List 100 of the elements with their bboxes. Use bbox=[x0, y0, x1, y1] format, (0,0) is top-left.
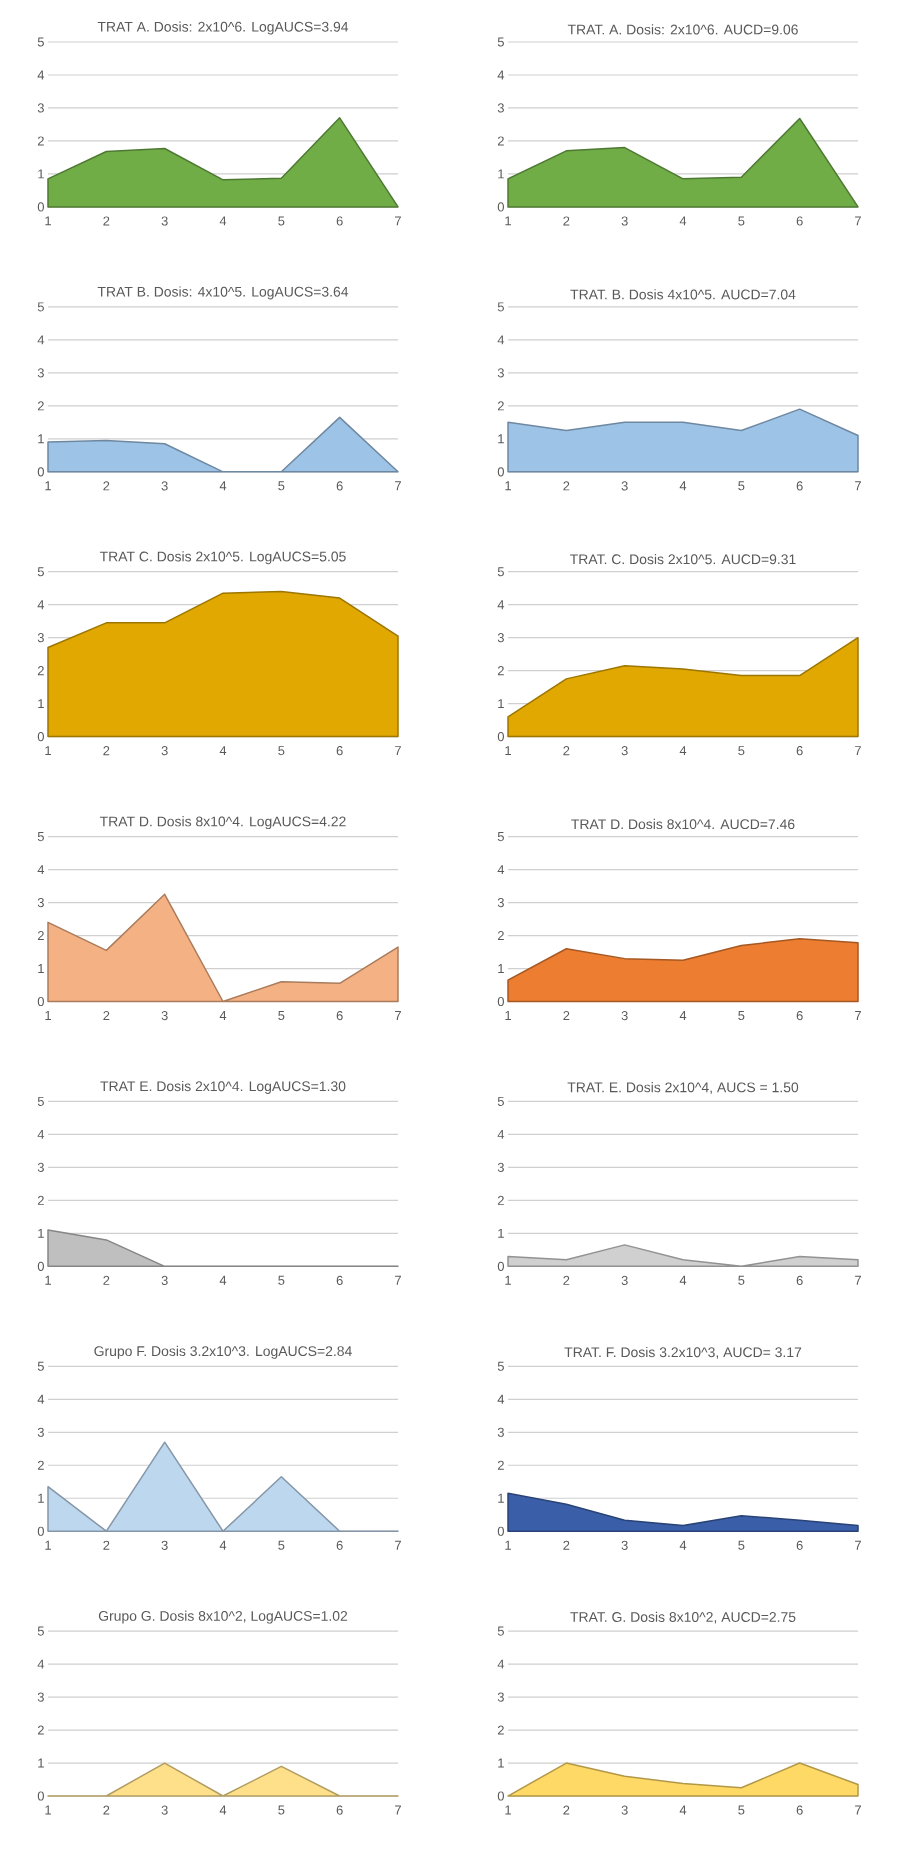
y-tick-label: 2 bbox=[497, 401, 504, 411]
x-tick-label: 3 bbox=[161, 746, 168, 756]
y-tick-label: 5 bbox=[497, 302, 504, 312]
y-tick-label: 1 bbox=[498, 699, 504, 709]
y-tick-label: 3 bbox=[497, 368, 504, 378]
chart-title: Grupo F. Dosis 3.2x10^3. LogAUCS=2.84 bbox=[94, 1345, 352, 1359]
x-tick-label: 6 bbox=[336, 746, 343, 756]
chart-title: TRAT A. Dosis: 2x10^6. LogAUCS=3.94 bbox=[97, 21, 349, 35]
y-tick-label: 0 bbox=[497, 1526, 504, 1536]
x-tick-label: 3 bbox=[621, 481, 628, 491]
y-tick-label: 1 bbox=[38, 1228, 44, 1238]
x-tick-label: 2 bbox=[563, 1275, 570, 1285]
y-tick-label: 0 bbox=[37, 732, 44, 742]
x-tick-label: 2 bbox=[103, 1540, 110, 1550]
x-tick-label: 5 bbox=[278, 1540, 285, 1550]
y-tick-label: 3 bbox=[37, 103, 44, 113]
chart-title: TRAT. A. Dosis: 2x10^6. AUCD=9.06 bbox=[567, 24, 798, 35]
y-tick-label: 1 bbox=[38, 699, 44, 709]
x-tick-label: 4 bbox=[219, 216, 227, 226]
chart-title: TRAT E. Dosis 2x10^4. LogAUCS=1.30 bbox=[100, 1080, 346, 1094]
x-tick-label: 7 bbox=[855, 481, 861, 491]
x-tick-label: 5 bbox=[278, 216, 285, 226]
x-tick-label: 5 bbox=[738, 216, 745, 226]
y-tick-label: 5 bbox=[497, 37, 504, 47]
y-tick-label: 4 bbox=[497, 865, 505, 875]
x-tick-label: 7 bbox=[395, 1011, 401, 1020]
y-tick-label: 1 bbox=[498, 1758, 504, 1768]
y-tick-label: 5 bbox=[497, 832, 504, 842]
x-tick-label: 5 bbox=[738, 746, 745, 756]
x-tick-label: 6 bbox=[796, 1011, 803, 1021]
x-tick-label: 4 bbox=[219, 1540, 227, 1550]
x-tick-label: 3 bbox=[621, 1011, 628, 1021]
y-tick-label: 4 bbox=[497, 335, 505, 345]
y-tick-label: 4 bbox=[37, 1129, 45, 1139]
x-tick-label: 2 bbox=[103, 746, 110, 756]
y-tick-label: 2 bbox=[497, 136, 504, 146]
y-tick-label: 3 bbox=[37, 1427, 44, 1437]
y-tick-label: 4 bbox=[497, 1659, 505, 1669]
x-tick-label: 3 bbox=[161, 1275, 168, 1285]
chart-title: TRAT B. Dosis: 4x10^5. LogAUCS=3.64 bbox=[97, 286, 349, 300]
y-tick-label: 1 bbox=[498, 169, 504, 179]
y-tick-label: 5 bbox=[37, 1626, 44, 1636]
y-tick-label: 3 bbox=[497, 1162, 504, 1172]
y-tick-label: 5 bbox=[37, 1361, 44, 1371]
x-tick-label: 2 bbox=[563, 1011, 570, 1021]
y-tick-label: 3 bbox=[497, 1692, 504, 1702]
x-tick-label: 6 bbox=[796, 1275, 803, 1285]
x-tick-label: 5 bbox=[278, 1011, 285, 1021]
x-tick-label: 1 bbox=[505, 1011, 511, 1020]
x-tick-label: 5 bbox=[278, 1805, 285, 1815]
y-tick-label: 4 bbox=[497, 600, 505, 610]
y-tick-label: 0 bbox=[497, 467, 504, 477]
x-tick-label: 5 bbox=[738, 1540, 745, 1550]
y-tick-label: 1 bbox=[38, 964, 44, 973]
x-tick-label: 4 bbox=[679, 1275, 687, 1285]
x-tick-label: 4 bbox=[219, 1805, 227, 1815]
y-tick-label: 4 bbox=[37, 865, 45, 875]
x-tick-label: 7 bbox=[395, 216, 401, 226]
x-tick-label: 3 bbox=[161, 481, 168, 491]
chart-title: TRAT. C. Dosis 2x10^5. AUCD=9.31 bbox=[570, 553, 796, 565]
x-tick-label: 6 bbox=[796, 216, 803, 226]
y-tick-label: 5 bbox=[497, 1096, 504, 1106]
y-tick-label: 0 bbox=[37, 467, 44, 477]
y-tick-label: 2 bbox=[37, 1460, 44, 1470]
y-tick-label: 4 bbox=[497, 1129, 505, 1139]
x-tick-label: 7 bbox=[395, 481, 401, 491]
x-tick-label: 2 bbox=[103, 1011, 110, 1021]
y-tick-label: 1 bbox=[498, 1493, 504, 1503]
x-tick-label: 2 bbox=[103, 1805, 110, 1815]
y-tick-label: 1 bbox=[38, 169, 44, 179]
x-tick-label: 4 bbox=[679, 1805, 687, 1815]
x-tick-label: 3 bbox=[161, 1011, 168, 1021]
x-tick-label: 3 bbox=[161, 1540, 168, 1550]
y-tick-label: 1 bbox=[38, 434, 44, 444]
y-tick-label: 0 bbox=[37, 202, 44, 212]
x-tick-label: 7 bbox=[395, 1540, 401, 1550]
y-tick-label: 2 bbox=[37, 401, 44, 411]
y-tick-label: 3 bbox=[37, 368, 44, 378]
y-tick-label: 0 bbox=[37, 1526, 44, 1536]
x-tick-label: 6 bbox=[336, 1275, 343, 1285]
x-tick-label: 4 bbox=[679, 746, 687, 756]
y-tick-label: 4 bbox=[37, 1659, 45, 1669]
y-tick-label: 4 bbox=[37, 600, 45, 610]
y-tick-label: 2 bbox=[497, 1725, 504, 1735]
x-tick-label: 4 bbox=[219, 1011, 227, 1020]
y-tick-label: 2 bbox=[37, 666, 44, 676]
x-tick-label: 3 bbox=[621, 746, 628, 756]
y-tick-label: 3 bbox=[497, 897, 504, 908]
y-tick-label: 2 bbox=[37, 931, 44, 941]
x-tick-label: 2 bbox=[103, 1275, 110, 1285]
x-tick-label: 7 bbox=[855, 746, 861, 756]
x-tick-label: 7 bbox=[395, 1805, 401, 1815]
y-tick-label: 5 bbox=[37, 37, 44, 47]
y-tick-label: 4 bbox=[497, 1394, 505, 1404]
y-tick-label: 5 bbox=[37, 832, 44, 842]
x-tick-label: 3 bbox=[161, 1805, 168, 1815]
y-tick-label: 1 bbox=[38, 1758, 44, 1768]
x-tick-label: 3 bbox=[161, 216, 168, 226]
y-tick-label: 0 bbox=[37, 996, 44, 1007]
x-tick-label: 5 bbox=[278, 746, 285, 756]
